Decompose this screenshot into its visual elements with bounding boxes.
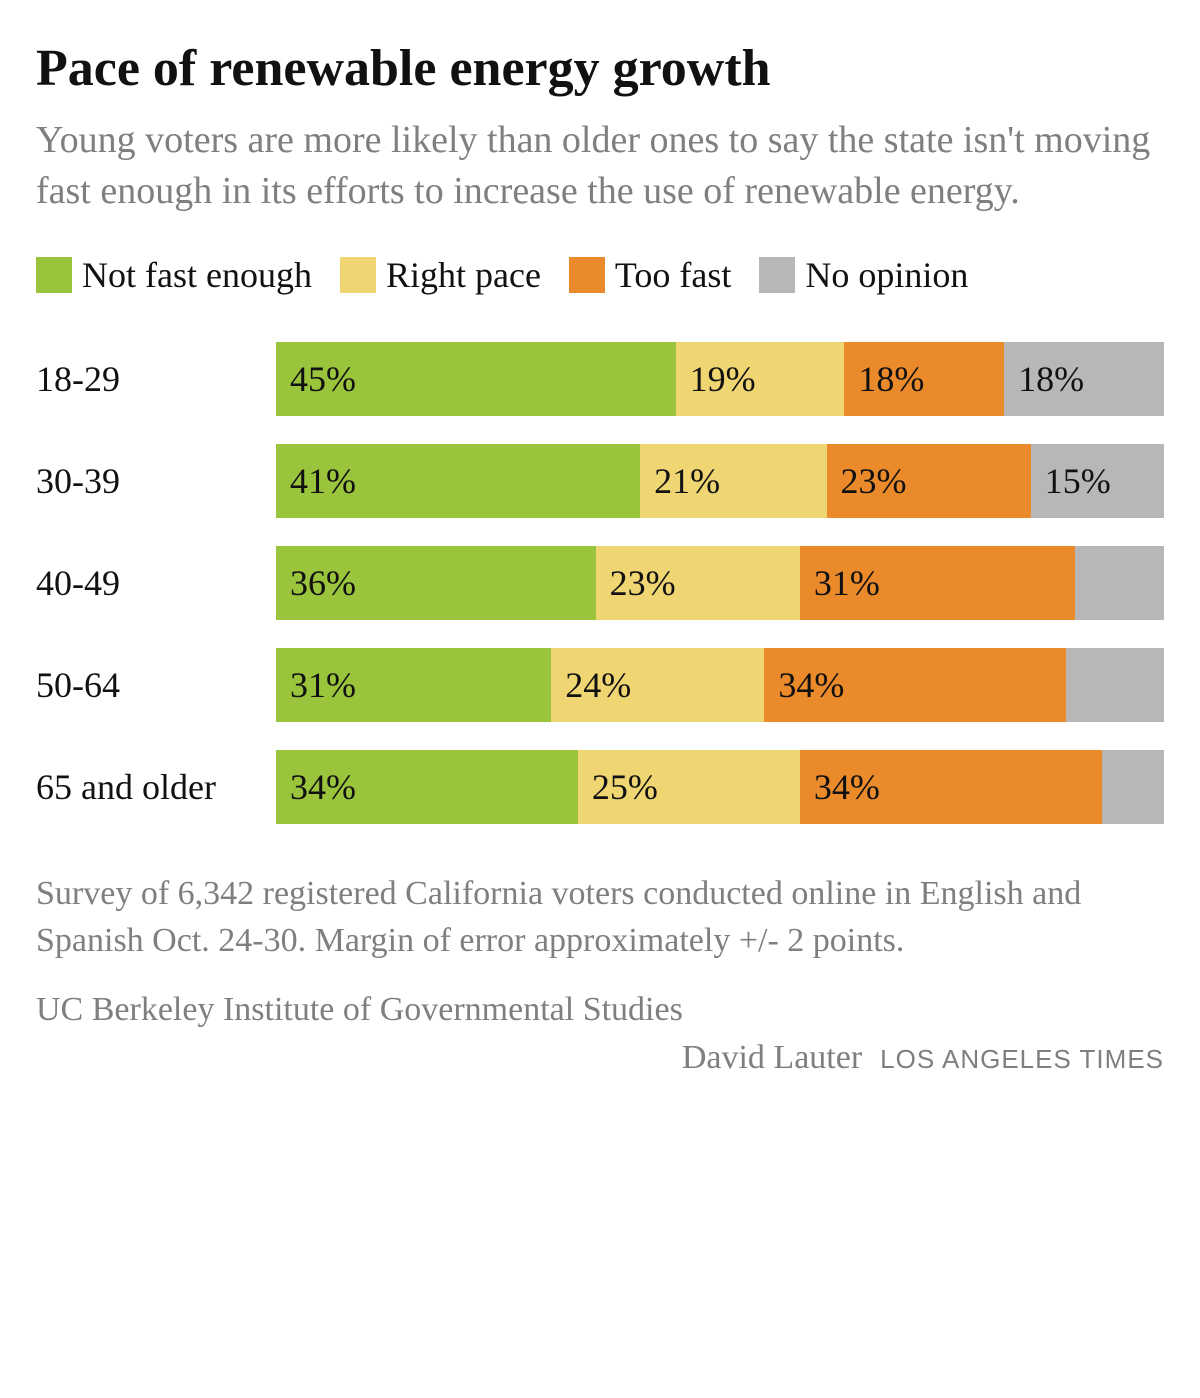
bar-segment: 25% [578, 750, 800, 824]
legend-swatch [36, 257, 72, 293]
bar-segment: 34% [276, 750, 578, 824]
bar-segment: 45% [276, 342, 676, 416]
bar-row-label: 50-64 [36, 664, 276, 706]
bar-row: 18-2945%19%18%18% [36, 342, 1164, 416]
source-line: UC Berkeley Institute of Governmental St… [36, 991, 1164, 1029]
stacked-bar: 41%21%23%15% [276, 444, 1164, 518]
bar-segment: 15% [1031, 444, 1164, 518]
legend-item: Right pace [340, 248, 541, 302]
bar-chart: 18-2945%19%18%18%30-3941%21%23%15%40-493… [36, 342, 1164, 824]
bar-segment: 34% [800, 750, 1102, 824]
bar-row: 50-6431%24%34% [36, 648, 1164, 722]
bar-row-label: 18-29 [36, 358, 276, 400]
legend-swatch [569, 257, 605, 293]
bar-segment: 18% [1004, 342, 1164, 416]
stacked-bar: 45%19%18%18% [276, 342, 1164, 416]
legend-label: No opinion [805, 248, 968, 302]
publication: LOS ANGELES TIMES [880, 1044, 1164, 1075]
chart-subtitle: Young voters are more likely than older … [36, 115, 1164, 218]
stacked-bar: 34%25%34% [276, 750, 1164, 824]
bar-row: 30-3941%21%23%15% [36, 444, 1164, 518]
bar-segment: 23% [596, 546, 800, 620]
bar-segment [1075, 546, 1164, 620]
legend-item: No opinion [759, 248, 968, 302]
bar-segment: 31% [276, 648, 551, 722]
legend-item: Too fast [569, 248, 731, 302]
bar-row-label: 65 and older [36, 766, 276, 808]
legend-label: Right pace [386, 248, 541, 302]
bar-row-label: 40-49 [36, 562, 276, 604]
chart-title: Pace of renewable energy growth [36, 40, 1164, 97]
legend-label: Too fast [615, 248, 731, 302]
bar-segment [1066, 648, 1164, 722]
bar-segment: 36% [276, 546, 596, 620]
bar-segment: 19% [676, 342, 845, 416]
legend-swatch [340, 257, 376, 293]
legend-swatch [759, 257, 795, 293]
stacked-bar: 36%23%31% [276, 546, 1164, 620]
stacked-bar: 31%24%34% [276, 648, 1164, 722]
legend-item: Not fast enough [36, 248, 312, 302]
legend-label: Not fast enough [82, 248, 312, 302]
legend: Not fast enough Right pace Too fast No opin… [36, 248, 1164, 302]
bar-segment: 18% [844, 342, 1004, 416]
bar-row: 40-4936%23%31% [36, 546, 1164, 620]
bar-segment: 34% [764, 648, 1066, 722]
byline-row: David Lauter LOS ANGELES TIMES [36, 1039, 1164, 1077]
bar-segment: 41% [276, 444, 640, 518]
methodology-note: Survey of 6,342 registered California vo… [36, 870, 1164, 965]
bar-segment: 23% [827, 444, 1031, 518]
bar-segment: 31% [800, 546, 1075, 620]
bar-segment [1102, 750, 1164, 824]
bar-row-label: 30-39 [36, 460, 276, 502]
bar-segment: 24% [551, 648, 764, 722]
bar-row: 65 and older34%25%34% [36, 750, 1164, 824]
byline: David Lauter [682, 1039, 862, 1077]
bar-segment: 21% [640, 444, 826, 518]
